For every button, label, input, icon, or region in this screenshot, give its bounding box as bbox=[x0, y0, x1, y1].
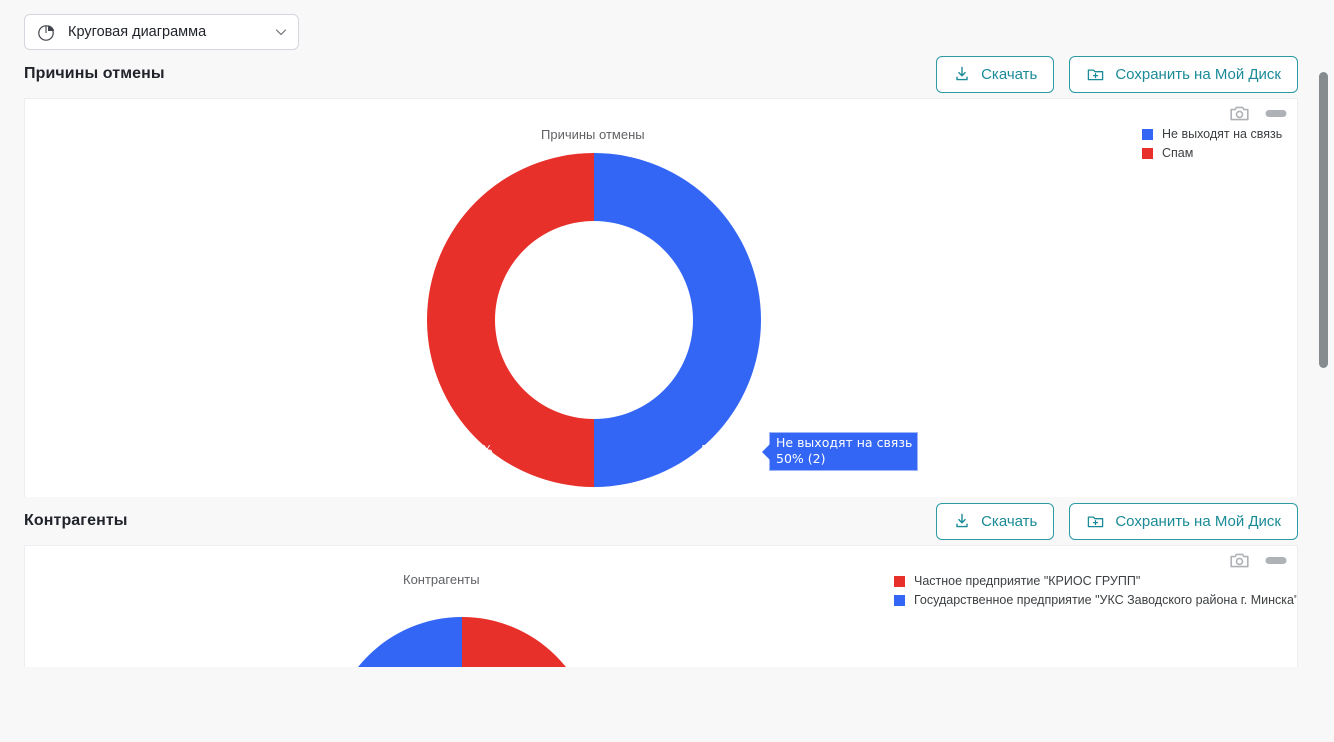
legend-label: Спам bbox=[1162, 146, 1194, 160]
chevron-down-icon bbox=[275, 29, 287, 36]
pie-chart bbox=[329, 617, 595, 667]
legend-item[interactable]: Частное предприятие "КРИОС ГРУПП" bbox=[894, 572, 1297, 591]
toolbar: Круговая диаграмма bbox=[0, 0, 1334, 50]
download-button[interactable]: Скачать bbox=[936, 55, 1055, 93]
download-button[interactable]: Скачать bbox=[936, 502, 1055, 540]
chart-legend: Не выходят на связь Спам bbox=[1142, 125, 1282, 163]
tooltip-value: 50% (2) bbox=[776, 451, 826, 466]
section-actions: Скачать Сохранить на Мой Диск bbox=[936, 55, 1298, 93]
pie-slice-blue[interactable] bbox=[594, 153, 761, 487]
pie-slice-label-blue: 50% bbox=[701, 444, 730, 459]
eraser-icon[interactable] bbox=[1265, 555, 1287, 566]
camera-icon[interactable] bbox=[1230, 105, 1249, 122]
chart-tooltip: Не выходят на связь 50% (2) bbox=[761, 432, 919, 471]
download-icon bbox=[956, 66, 968, 81]
page-title: Причины отмены bbox=[24, 65, 165, 82]
legend-swatch-red bbox=[894, 576, 905, 587]
save-to-my-disk-button[interactable]: Сохранить на Мой Диск bbox=[1069, 502, 1298, 540]
download-icon bbox=[956, 513, 968, 528]
save-to-my-disk-button[interactable]: Сохранить на Мой Диск bbox=[1069, 55, 1298, 93]
section-actions: Скачать Сохранить на Мой Диск bbox=[936, 502, 1298, 540]
camera-icon[interactable] bbox=[1230, 552, 1249, 569]
legend-label: Государственное предприятие "УКС Заводск… bbox=[914, 593, 1298, 607]
download-button-label: Скачать bbox=[981, 512, 1038, 530]
scrollbar-thumb[interactable] bbox=[1319, 72, 1328, 368]
chart-card-counterparties: Контрагенты Частное предприятие "КРИОС Г… bbox=[24, 545, 1298, 667]
vertical-scrollbar[interactable] bbox=[1319, 60, 1328, 742]
chart-type-value: Круговая диаграмма bbox=[68, 24, 207, 40]
pie-slice-label-red: 50% bbox=[464, 444, 493, 459]
legend-item[interactable]: Спам bbox=[1142, 144, 1282, 163]
pie-slice-red[interactable] bbox=[427, 153, 594, 487]
tooltip-name: Не выходят на связь bbox=[776, 435, 913, 450]
folder-plus-icon bbox=[1088, 515, 1104, 527]
legend-swatch-red bbox=[1142, 148, 1153, 159]
legend-item[interactable]: Не выходят на связь bbox=[1142, 125, 1282, 144]
chart-toolbar bbox=[1230, 105, 1287, 122]
legend-item[interactable]: Государственное предприятие "УКС Заводск… bbox=[894, 591, 1298, 610]
legend-label: Частное предприятие "КРИОС ГРУПП" bbox=[914, 574, 1141, 588]
pie-slice-blue[interactable] bbox=[329, 617, 462, 667]
legend-swatch-blue bbox=[894, 595, 905, 606]
chart-title: Причины отмены bbox=[541, 127, 645, 142]
section-header-counterparties: Контрагенты Скачать Сохранить на Мой Дис… bbox=[0, 497, 1334, 545]
legend-label: Не выходят на связь bbox=[1162, 127, 1283, 141]
chart-toolbar bbox=[1230, 552, 1287, 569]
legend-swatch-blue bbox=[1142, 129, 1153, 140]
folder-plus-icon bbox=[1088, 68, 1104, 80]
chart-legend: Частное предприятие "КРИОС ГРУПП" Госуда… bbox=[894, 572, 1298, 610]
save-to-my-disk-button-label: Сохранить на Мой Диск bbox=[1115, 65, 1281, 83]
save-to-my-disk-button-label: Сохранить на Мой Диск bbox=[1115, 512, 1281, 530]
chart-title: Контрагенты bbox=[403, 572, 480, 587]
section-header-cancel-reasons: Причины отмены Скачать Сохранить на Мой … bbox=[0, 50, 1334, 98]
chart-card-cancel-reasons: Причины отмены 50% 50% Не выходят на свя… bbox=[24, 98, 1298, 497]
pie-slice-red[interactable] bbox=[462, 617, 595, 667]
pie-chart-icon bbox=[38, 25, 55, 41]
chart-type-select[interactable]: Круговая диаграмма bbox=[24, 14, 299, 50]
eraser-icon[interactable] bbox=[1265, 108, 1287, 119]
download-button-label: Скачать bbox=[981, 65, 1038, 83]
donut-chart bbox=[427, 153, 761, 487]
page-title: Контрагенты bbox=[24, 512, 128, 529]
